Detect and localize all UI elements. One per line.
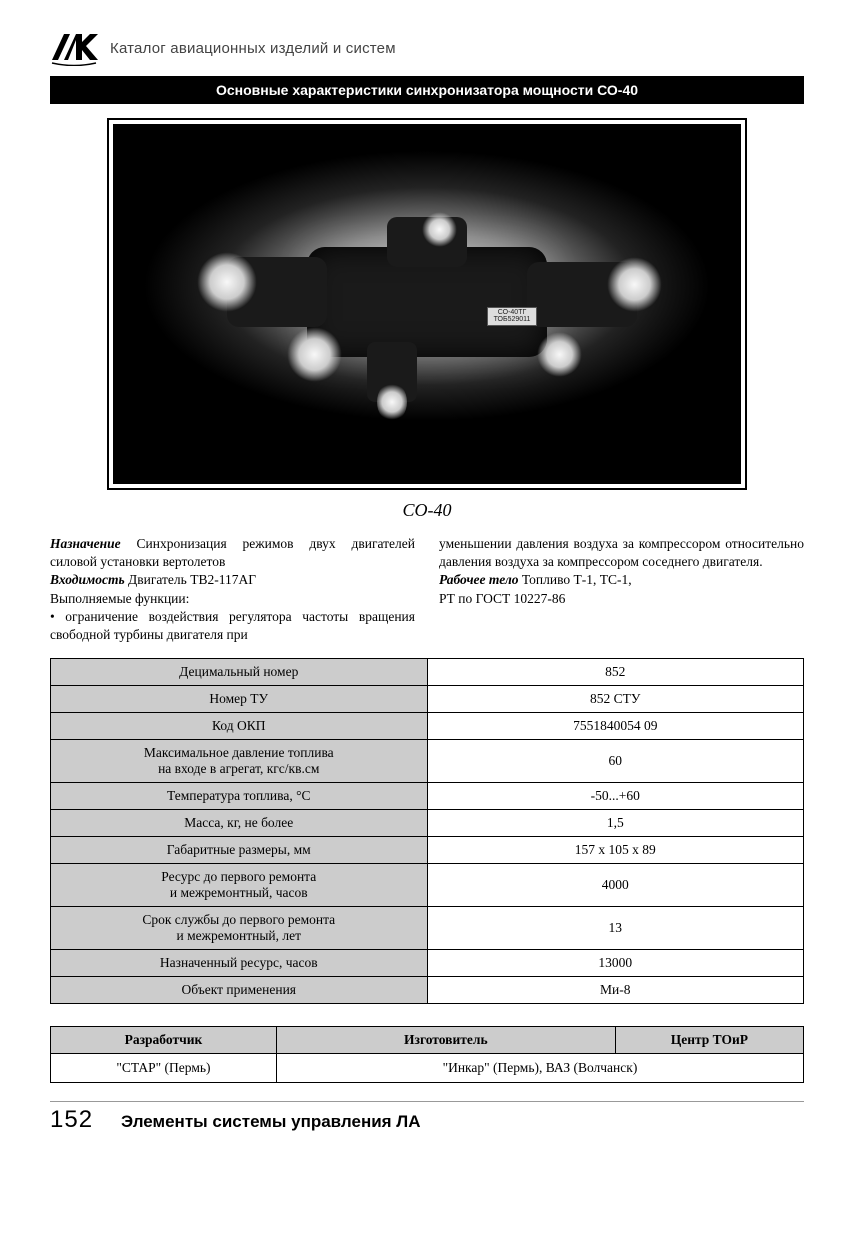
logo-icon <box>50 30 98 66</box>
description-left: Назначение Синхронизация режимов двух дв… <box>50 535 415 644</box>
spec-label: Код ОКП <box>51 713 428 740</box>
orgs-table: РазработчикИзготовительЦентр ТОиР "СТАР"… <box>50 1026 804 1083</box>
spec-label: Температура топлива, °C <box>51 783 428 810</box>
spec-value: -50...+60 <box>427 783 804 810</box>
orgs-column-header: Центр ТОиР <box>615 1027 803 1054</box>
naznachenie-label: Назначение <box>50 536 121 551</box>
device-caption: СО-40 <box>50 500 804 521</box>
spec-value: 852 <box>427 659 804 686</box>
orgs-cell: "СТАР" (Пермь) <box>51 1054 277 1083</box>
spec-label: Масса, кг, не более <box>51 810 428 837</box>
nameplate-line1: СО-40ТГ <box>490 309 534 317</box>
spec-label: Децимальный номер <box>51 659 428 686</box>
page-number: 152 <box>50 1106 93 1134</box>
orgs-column-header: Разработчик <box>51 1027 277 1054</box>
orgs-column-header: Изготовитель <box>276 1027 615 1054</box>
spec-value: 157 x 105 x 89 <box>427 837 804 864</box>
spec-label: Максимальное давление топливана входе в … <box>51 740 428 783</box>
rabochee-label: Рабочее тело <box>439 572 519 587</box>
description-columns: Назначение Синхронизация режимов двух дв… <box>50 535 804 644</box>
spec-value: 852 СТУ <box>427 686 804 713</box>
spec-value: 7551840054 09 <box>427 713 804 740</box>
footer-section-label: Элементы системы управления ЛА <box>121 1112 420 1132</box>
spec-label: Назначенный ресурс, часов <box>51 950 428 977</box>
spec-value: 13 <box>427 907 804 950</box>
spec-label: Ресурс до первого ремонтаи межремонтный,… <box>51 864 428 907</box>
orgs-cell: "Инкар" (Пермь), ВАЗ (Волчанск) <box>276 1054 803 1083</box>
description-right: уменьшении давления воздуха за компрессо… <box>439 535 804 644</box>
functions-heading: Выполняемые функции: <box>50 591 189 606</box>
product-photo: СО-40ТГ ТОБ529011 <box>113 124 741 484</box>
spec-label: Номер ТУ <box>51 686 428 713</box>
product-photo-frame: СО-40ТГ ТОБ529011 <box>107 118 747 490</box>
function-bullet: • ограничение воздействия регулятора час… <box>50 609 415 642</box>
spec-label: Габаритные размеры, мм <box>51 837 428 864</box>
spec-label: Срок службы до первого ремонтаи межремон… <box>51 907 428 950</box>
spec-value: 60 <box>427 740 804 783</box>
catalog-title: Каталог авиационных изделий и систем <box>110 40 396 57</box>
vhodimost-label: Входимость <box>50 572 125 587</box>
spec-value: 13000 <box>427 950 804 977</box>
page-header: Каталог авиационных изделий и систем <box>50 30 804 66</box>
spec-label: Объект применения <box>51 977 428 1004</box>
rabochee-line2: РТ по ГОСТ 10227-86 <box>439 591 565 606</box>
vhodimost-text: Двигатель ТВ2-117АГ <box>125 572 256 587</box>
page-footer: 152 Элементы системы управления ЛА <box>50 1101 804 1134</box>
rabochee-text: Топливо Т-1, ТС-1, <box>519 572 632 587</box>
spec-value: 1,5 <box>427 810 804 837</box>
spec-value: Ми-8 <box>427 977 804 1004</box>
section-banner: Основные характеристики синхронизатора м… <box>50 76 804 104</box>
nameplate-line2: ТОБ529011 <box>490 316 534 324</box>
specs-table: Децимальный номер852Номер ТУ852 СТУКод О… <box>50 658 804 1004</box>
spec-value: 4000 <box>427 864 804 907</box>
continuation-text: уменьшении давления воздуха за компрессо… <box>439 536 804 569</box>
